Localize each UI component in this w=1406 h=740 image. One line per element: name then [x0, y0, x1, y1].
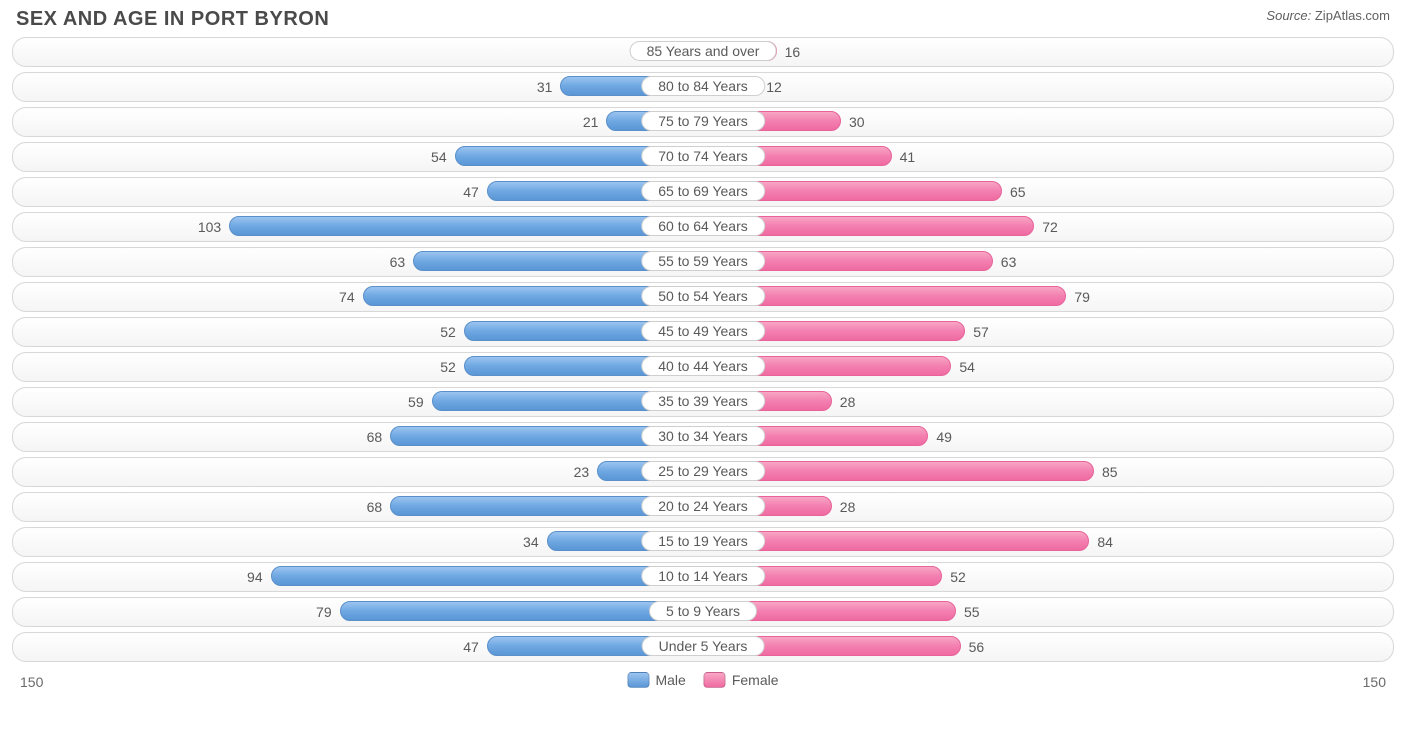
legend-item-female: Female	[704, 672, 779, 688]
axis-max-left: 150	[20, 674, 43, 690]
category-label: 50 to 54 Years	[641, 286, 765, 306]
value-male: 74	[339, 283, 355, 311]
value-male: 52	[440, 318, 456, 346]
category-label: 30 to 34 Years	[641, 426, 765, 446]
value-male: 68	[367, 493, 383, 521]
category-label: 70 to 74 Years	[641, 146, 765, 166]
value-female: 28	[840, 388, 856, 416]
category-label: 10 to 14 Years	[641, 566, 765, 586]
value-male: 47	[463, 178, 479, 206]
bar-male	[271, 566, 703, 586]
chart-row: 31 1280 to 84 Years	[12, 72, 1394, 102]
category-label: Under 5 Years	[642, 636, 765, 656]
value-female: 54	[959, 353, 975, 381]
value-male: 23	[574, 458, 590, 486]
category-label: 35 to 39 Years	[641, 391, 765, 411]
value-male: 79	[316, 598, 332, 626]
value-female: 79	[1074, 283, 1090, 311]
value-male: 68	[367, 423, 383, 451]
category-label: 45 to 49 Years	[641, 321, 765, 341]
value-female: 85	[1102, 458, 1118, 486]
chart-row: 68 49 30 to 34 Years	[12, 422, 1394, 452]
value-female: 30	[849, 108, 865, 136]
chart-row: 68 28 20 to 24 Years	[12, 492, 1394, 522]
category-label: 65 to 69 Years	[641, 181, 765, 201]
chart-row: 103 72 60 to 64 Years	[12, 212, 1394, 242]
value-female: 52	[950, 563, 966, 591]
category-label: 25 to 29 Years	[641, 461, 765, 481]
chart-row: 54 41 70 to 74 Years	[12, 142, 1394, 172]
category-label: 60 to 64 Years	[641, 216, 765, 236]
value-female: 28	[840, 493, 856, 521]
value-male: 59	[408, 388, 424, 416]
value-female: 12	[766, 73, 782, 101]
value-male: 21	[583, 108, 599, 136]
value-female: 41	[900, 143, 916, 171]
value-female: 16	[785, 38, 801, 66]
chart-row: 79 55 5 to 9 Years	[12, 597, 1394, 627]
category-label: 55 to 59 Years	[641, 251, 765, 271]
value-female: 63	[1001, 248, 1017, 276]
chart-row: 47 65 65 to 69 Years	[12, 177, 1394, 207]
category-label: 20 to 24 Years	[641, 496, 765, 516]
chart-row: 74 79 50 to 54 Years	[12, 282, 1394, 312]
chart-rows: 91685 Years and over311280 to 84 Years21…	[10, 37, 1396, 662]
value-male: 103	[198, 213, 221, 241]
source-label: Source:	[1266, 8, 1311, 23]
value-male: 47	[463, 633, 479, 661]
category-label: 40 to 44 Years	[641, 356, 765, 376]
legend-label-male: Male	[655, 672, 685, 688]
value-female: 55	[964, 598, 980, 626]
chart-row: 52 54 40 to 44 Years	[12, 352, 1394, 382]
chart-row: 21 30 75 to 79 Years	[12, 107, 1394, 137]
legend-swatch-female	[704, 672, 726, 688]
chart-row: 47 56 Under 5 Years	[12, 632, 1394, 662]
legend-item-male: Male	[627, 672, 685, 688]
value-female: 57	[973, 318, 989, 346]
value-male: 34	[523, 528, 539, 556]
legend: Male Female	[627, 672, 778, 688]
chart-footer: 150 Male Female 150	[10, 670, 1396, 698]
chart-title: SEX AND AGE IN PORT BYRON	[16, 8, 329, 31]
value-male: 94	[247, 563, 263, 591]
value-female: 65	[1010, 178, 1026, 206]
chart-row: 94 52 10 to 14 Years	[12, 562, 1394, 592]
value-female: 56	[969, 633, 985, 661]
legend-label-female: Female	[732, 672, 779, 688]
chart-row: 23 85 25 to 29 Years	[12, 457, 1394, 487]
value-male: 52	[440, 353, 456, 381]
category-label: 15 to 19 Years	[641, 531, 765, 551]
axis-max-right: 150	[1363, 674, 1386, 690]
category-label: 75 to 79 Years	[641, 111, 765, 131]
chart-source: Source: ZipAtlas.com	[1266, 8, 1390, 23]
value-male: 63	[390, 248, 406, 276]
chart-container: SEX AND AGE IN PORT BYRON Source: ZipAtl…	[0, 0, 1406, 740]
legend-swatch-male	[627, 672, 649, 688]
chart-row: 63 63 55 to 59 Years	[12, 247, 1394, 277]
chart-row: 91685 Years and over	[12, 37, 1394, 67]
chart-header: SEX AND AGE IN PORT BYRON Source: ZipAtl…	[10, 8, 1396, 37]
chart-row: 34 84 15 to 19 Years	[12, 527, 1394, 557]
value-male: 31	[537, 73, 553, 101]
chart-row: 52 57 45 to 49 Years	[12, 317, 1394, 347]
value-female: 72	[1042, 213, 1058, 241]
bar-male	[229, 216, 703, 236]
value-male: 54	[431, 143, 447, 171]
category-label: 5 to 9 Years	[649, 601, 757, 621]
value-female: 84	[1097, 528, 1113, 556]
category-label: 80 to 84 Years	[641, 76, 765, 96]
category-label: 85 Years and over	[630, 41, 777, 61]
value-female: 49	[936, 423, 952, 451]
chart-row: 59 28 35 to 39 Years	[12, 387, 1394, 417]
source-value: ZipAtlas.com	[1315, 8, 1390, 23]
